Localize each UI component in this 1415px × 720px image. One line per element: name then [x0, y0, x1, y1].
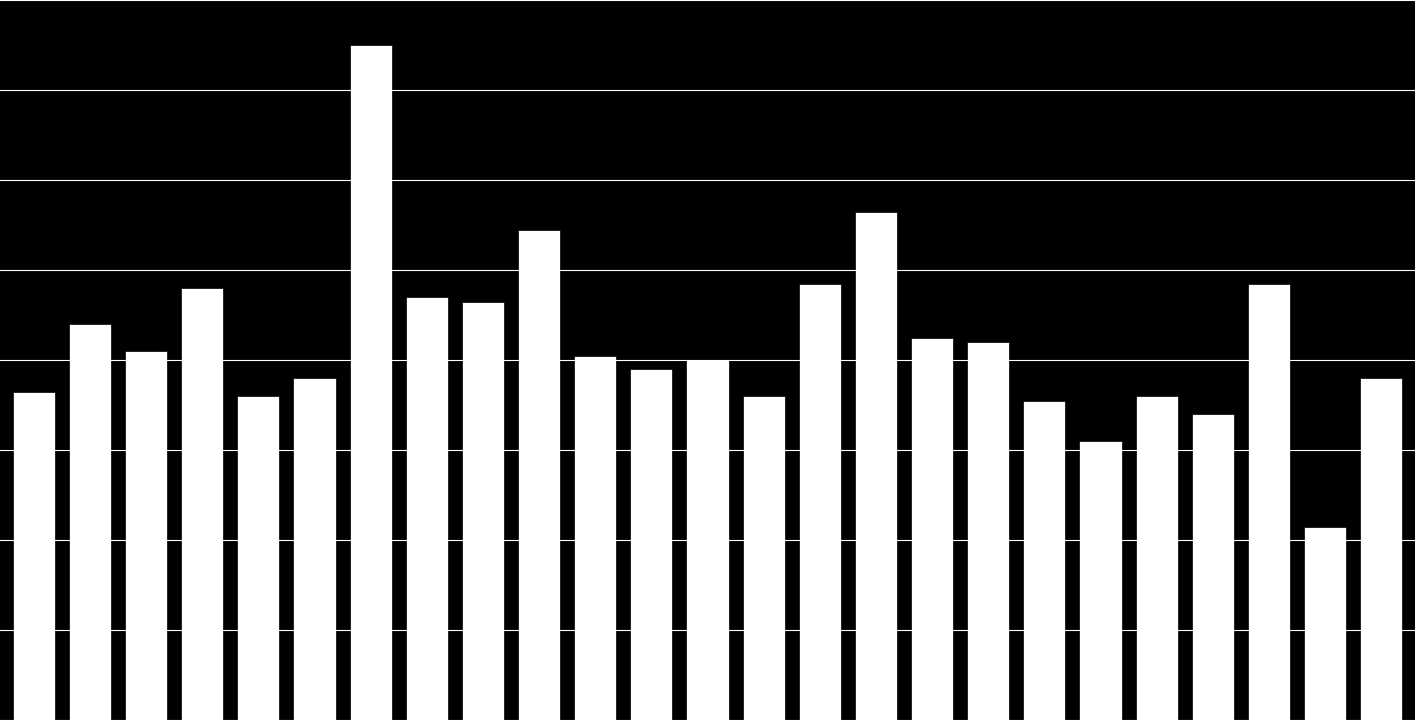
Bar — [1191, 414, 1234, 720]
Bar — [1360, 378, 1402, 720]
Bar — [461, 302, 504, 720]
Bar — [574, 356, 617, 720]
Bar — [125, 351, 167, 720]
Bar — [968, 342, 1009, 720]
Bar — [855, 212, 897, 720]
Bar — [181, 288, 224, 720]
Bar — [1080, 441, 1122, 720]
Bar — [1248, 284, 1290, 720]
Bar — [69, 324, 110, 720]
Bar — [238, 396, 279, 720]
Bar — [686, 360, 729, 720]
Bar — [293, 378, 335, 720]
Bar — [13, 392, 55, 720]
Bar — [406, 297, 447, 720]
Bar — [350, 45, 392, 720]
Bar — [518, 230, 560, 720]
Bar — [1136, 396, 1177, 720]
Bar — [1023, 400, 1065, 720]
Bar — [630, 369, 672, 720]
Bar — [743, 396, 785, 720]
Bar — [911, 338, 954, 720]
Bar — [1305, 526, 1346, 720]
Bar — [798, 284, 841, 720]
